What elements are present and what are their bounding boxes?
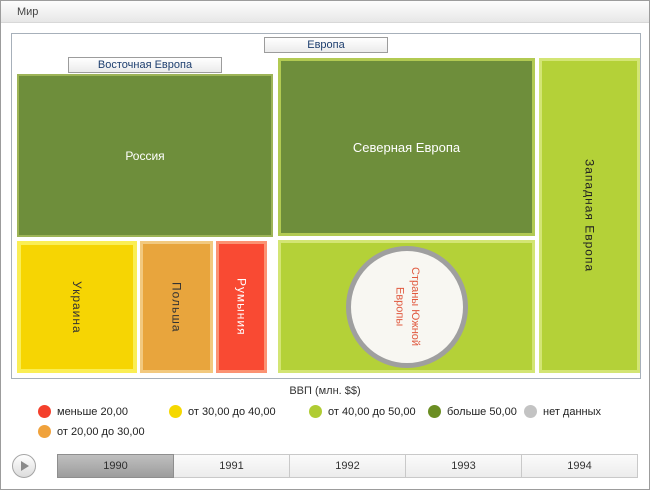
- year-button-1990[interactable]: 1990: [57, 454, 174, 478]
- legend-item-label: от 30,00 до 40,00: [188, 405, 276, 418]
- year-button-1994[interactable]: 1994: [522, 454, 638, 478]
- legend-item-label: нет данных: [543, 405, 602, 418]
- legend-color-dot-red: [38, 405, 51, 418]
- year-button-1993[interactable]: 1993: [406, 454, 522, 478]
- legend-item-label: больше 50,00: [447, 405, 517, 418]
- legend-color-dot-yellow: [169, 405, 182, 418]
- legend-items: меньше 20,00 от 30,00 до 40,00 от 40,00 …: [1, 405, 649, 438]
- legend-color-dot-darkgreen: [428, 405, 441, 418]
- node-western-europe[interactable]: Западная Европа: [539, 58, 640, 373]
- node-russia-label: Россия: [125, 148, 165, 163]
- node-northern-europe[interactable]: Северная Европа: [278, 58, 535, 236]
- treemap-panel: Европа Восточная Европа Россия Украина П…: [11, 33, 641, 379]
- year-button-1991[interactable]: 1991: [174, 454, 290, 478]
- window-titlebar: Мир: [1, 1, 649, 23]
- legend-item-label: от 40,00 до 50,00: [328, 405, 416, 418]
- node-ukraine[interactable]: Украина: [17, 241, 137, 373]
- node-poland[interactable]: Польша: [140, 241, 213, 373]
- region-southern-europe[interactable]: Страны Южной Европы: [278, 240, 535, 373]
- legend-color-dot-yellowgreen: [309, 405, 322, 418]
- window-title[interactable]: Мир: [17, 5, 39, 18]
- node-western-europe-label: Западная Европа: [582, 158, 597, 273]
- legend-item-40-50: от 40,00 до 50,00: [309, 405, 428, 418]
- region-label-eastern-europe[interactable]: Восточная Европа: [68, 57, 222, 73]
- legend: ВВП (млн. $$) меньше 20,00 от 30,00 до 4…: [1, 385, 649, 438]
- node-russia[interactable]: Россия: [17, 74, 273, 237]
- region-label-europe[interactable]: Европа: [264, 37, 388, 53]
- legend-item-30-40: от 30,00 до 40,00: [169, 405, 309, 418]
- node-romania[interactable]: Румыния: [216, 241, 267, 373]
- legend-item-less-20: меньше 20,00: [38, 405, 169, 418]
- legend-item-more-50: больше 50,00: [428, 405, 524, 418]
- southern-europe-circle[interactable]: Страны Южной Европы: [345, 245, 468, 368]
- legend-item-label: меньше 20,00: [57, 405, 129, 418]
- play-icon: [21, 461, 29, 471]
- legend-title: ВВП (млн. $$): [289, 385, 361, 397]
- node-poland-label: Польша: [169, 281, 184, 333]
- year-selector: 1990 1991 1992 1993 1994: [57, 454, 638, 478]
- node-ukraine-label: Украина: [70, 280, 84, 334]
- legend-item-no-data: нет данных: [524, 405, 649, 418]
- legend-color-dot-gray: [524, 405, 537, 418]
- southern-europe-label: Страны Южной Европы: [393, 266, 421, 347]
- play-button[interactable]: [12, 454, 36, 478]
- node-romania-label: Румыния: [234, 278, 249, 336]
- legend-item-label: от 20,00 до 30,00: [57, 425, 145, 438]
- legend-item-20-30: от 20,00 до 30,00: [38, 425, 169, 438]
- node-northern-europe-label: Северная Европа: [352, 139, 461, 155]
- year-button-1992[interactable]: 1992: [290, 454, 406, 478]
- legend-color-dot-orange: [38, 425, 51, 438]
- timeline: 1990 1991 1992 1993 1994: [1, 453, 649, 479]
